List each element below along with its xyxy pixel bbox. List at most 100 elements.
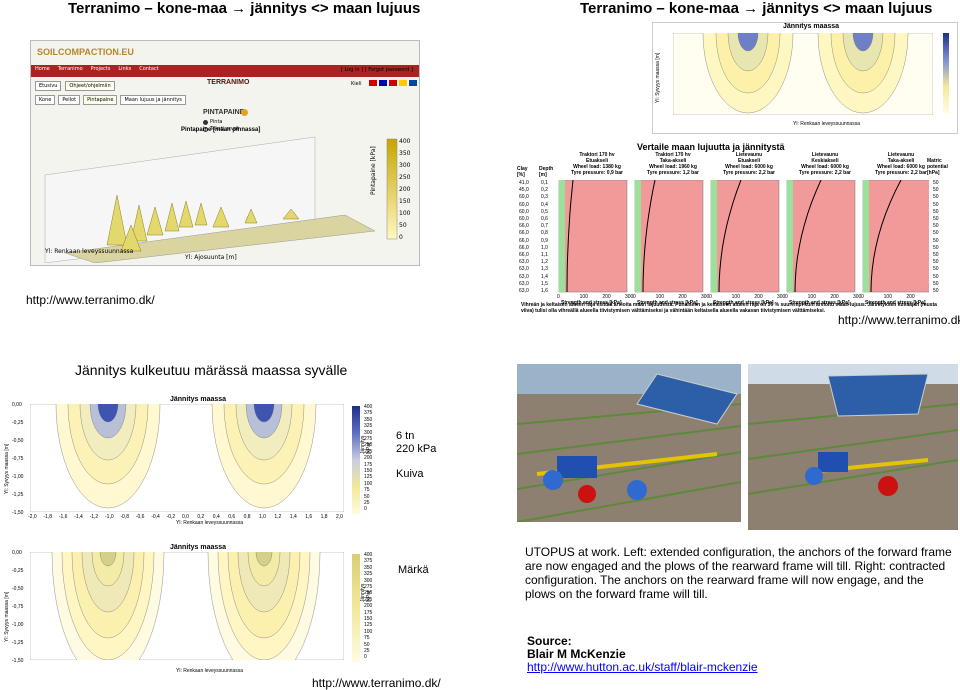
- radio-teksti[interactable]: [203, 126, 208, 132]
- tab-pellot[interactable]: Pellot: [58, 95, 81, 105]
- red-zone: [558, 180, 628, 293]
- green-zone: [787, 180, 793, 292]
- clay-cell: 63,0: [519, 259, 529, 266]
- header-depth: Depth [m]: [539, 166, 554, 178]
- y-tick: -0,75: [12, 604, 24, 610]
- depth-column: 0,1 0,2 0,3 0,4 0,5 0,6 0,7 0,8 0,9 1,0 1,1 1,2 1,3 1…: [541, 180, 557, 295]
- small-chart-xlabel: Yl: Renkaan leveyssuunnassa: [793, 121, 860, 127]
- x-tick: -0,2: [166, 514, 176, 520]
- matric-cell: 50: [933, 223, 939, 230]
- legend-tick: 375: [364, 410, 373, 417]
- x-axis-label: Strength and stress [kPa]: [561, 300, 622, 306]
- legend-tick: 225: [364, 448, 373, 455]
- dry-xlabel: Yl: Renkaan leveyssuunnassa: [176, 520, 243, 526]
- nav-contact[interactable]: Contact: [139, 66, 159, 72]
- depth-cell: 0,9: [541, 237, 548, 244]
- dry-ylabel: Yl: Syvyys maassa [m]: [4, 443, 10, 494]
- stress-chart-wet: Jännitys maassa Yl: Syvyys maassa [m] Yl…: [4, 542, 388, 680]
- clay-cell: 60,0: [519, 208, 529, 215]
- nav-home[interactable]: Home: [35, 66, 50, 72]
- url-left[interactable]: http://www.terranimo.dk/: [26, 293, 155, 307]
- x-tick: 100: [656, 294, 665, 300]
- url-bottom[interactable]: http://www.terranimo.dk/: [312, 676, 441, 690]
- machine-header: Traktori 170 hv Taka-akseli Wheel load: 19…: [637, 152, 709, 176]
- green-zone: [559, 180, 565, 292]
- machine-header: Lietevaunu Keskiakseli Wheel load: 6000 kg…: [789, 152, 861, 176]
- nav-projects[interactable]: Projects: [90, 66, 111, 72]
- clay-cell: 45,0: [519, 187, 529, 194]
- red-zone: [862, 180, 929, 293]
- cone-6: [194, 202, 208, 226]
- y-tick: -1,50: [12, 510, 24, 516]
- depth-cell: 0,2: [541, 187, 548, 194]
- plow: [878, 476, 898, 496]
- login-links[interactable]: [ Log in ] [ Forgot password ]: [340, 67, 413, 73]
- green-zone: [711, 180, 717, 292]
- y-tick: -0,25: [12, 420, 24, 426]
- legend-tick: 0: [399, 234, 403, 241]
- cone-10: [120, 224, 142, 252]
- x-axis-label: Strength and stress [kPa]: [637, 300, 698, 306]
- x-tick: 1,0: [259, 514, 266, 520]
- clay-cell: 66,0: [519, 237, 529, 244]
- legend-tick: 150: [399, 198, 411, 205]
- clay-cell: 66,0: [519, 252, 529, 259]
- matric-cell: 50: [933, 216, 939, 223]
- machine-header-pressure: Tyre pressure: 2,2 bar: [723, 170, 775, 176]
- y-tick: -1,50: [12, 658, 24, 664]
- matric-cell: 50: [933, 208, 939, 215]
- machine-header-name: Traktori 170 hv: [579, 152, 615, 158]
- color-legend: [386, 138, 398, 240]
- nav-terranimo[interactable]: Terranimo: [57, 66, 83, 72]
- legend-tick: 100: [364, 628, 373, 635]
- depth-cell: 0,8: [541, 230, 548, 237]
- x-tick: 0: [785, 294, 788, 300]
- tab-pintapaine[interactable]: Pintapaine: [83, 95, 118, 105]
- depth-cell: 0,4: [541, 201, 548, 208]
- machine-header: Lietevaunu Etuakseli Wheel load: 6000 kg Ty…: [713, 152, 785, 176]
- matric-cell: 50: [933, 273, 939, 280]
- dry-label: Kuiva: [396, 468, 424, 480]
- machine-header-name: Traktori 170 hv: [655, 152, 691, 158]
- tab-maan-lujuus[interactable]: Maan lujuus ja jännitys: [120, 95, 186, 105]
- red-zone: [786, 180, 856, 293]
- tab-kone[interactable]: Kone: [35, 95, 56, 105]
- y-tick: 0,00: [12, 402, 22, 408]
- terranimo-website-screenshot: SOILCOMPACTION.EU Home Terranimo Project…: [30, 40, 420, 266]
- help-icon[interactable]: [241, 109, 248, 116]
- x-tick: -1,6: [58, 514, 68, 520]
- contour-bulb-right: [817, 33, 909, 114]
- legend-tick: 25: [364, 648, 370, 654]
- legend-tick: 400: [364, 552, 373, 558]
- machine-header-name: Lietevaunu: [887, 152, 915, 158]
- x-tick: 1,8: [320, 514, 328, 520]
- language-flags[interactable]: [369, 80, 417, 86]
- small-chart-title: Jännitys maassa: [783, 23, 840, 30]
- site-logo: SOILCOMPACTION.EU: [37, 47, 134, 57]
- depth-cell: 1,6: [541, 288, 548, 295]
- url-right[interactable]: http://www.terranimo.dk/: [838, 313, 960, 327]
- nav-links[interactable]: Links: [118, 66, 132, 72]
- tab-ohjeet[interactable]: Ohjeet/ohjelmiin: [65, 81, 115, 91]
- wet-legend-bar: [352, 554, 360, 662]
- dry-legend-bar: [352, 406, 360, 514]
- machine-header-axle: Etuakseli: [738, 158, 760, 164]
- depth-cell: 1,3: [541, 266, 548, 273]
- tab-etusivu[interactable]: Etusivu: [35, 81, 62, 91]
- matric-cell: 50: [933, 201, 939, 208]
- machine-header-pressure: Tyre pressure: 2,2 bar: [799, 170, 851, 176]
- x-tick: 100: [808, 294, 817, 300]
- machine-header: Lietevaunu Taka-akseli Wheel load: 6000 kg…: [865, 152, 937, 176]
- matric-column: 50 50 50 50 50 50 50 50 50 50 50 50 50 50 50 50: [933, 180, 949, 295]
- cone-7: [212, 206, 230, 228]
- x-tick: 100: [884, 294, 893, 300]
- source-link[interactable]: http://www.hutton.ac.uk/staff/blair-mcke…: [527, 660, 758, 674]
- x-tick: -1,4: [74, 514, 83, 520]
- radio-pinta[interactable]: [203, 119, 208, 125]
- x-tick: -2,0: [28, 514, 37, 520]
